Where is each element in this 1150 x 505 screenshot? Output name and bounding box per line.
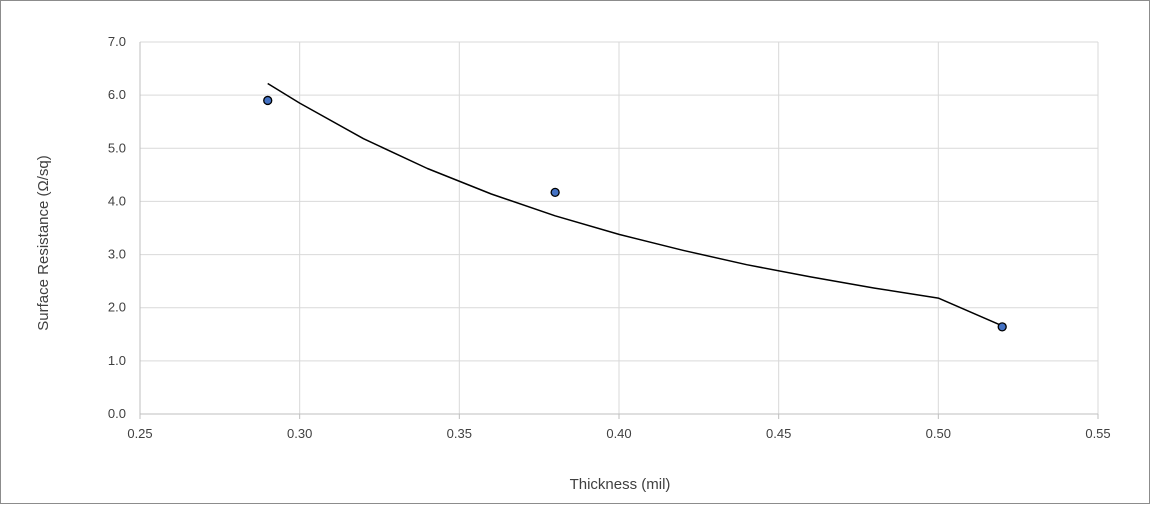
y-tick-label: 7.0 [108,34,126,49]
y-axis-title: Surface Resistance (Ω/sq) [35,155,52,330]
data-points [263,95,1007,332]
y-tick-label: 0.0 [108,406,126,421]
x-tick-label: 0.40 [606,426,631,441]
trendline [267,82,1003,327]
tick-labels: 0.0 1.0 2.0 3.0 4.0 5.0 6.0 7.0 0.25 0.30 0.35 0.40… [108,34,1111,441]
y-tick-label: 4.0 [108,193,126,208]
data-point [997,322,1007,332]
y-tick-label: 1.0 [108,353,126,368]
x-tick-label: 0.55 [1085,426,1110,441]
trendline-group [267,82,1003,327]
data-point [263,95,273,106]
y-tick-label: 5.0 [108,140,126,155]
y-tick-label: 6.0 [108,87,126,102]
axes [139,42,1099,419]
x-tick-label: 0.30 [287,426,312,441]
y-tick-label: 3.0 [108,247,126,262]
x-tick-label: 0.25 [127,426,152,441]
x-tick-label: 0.35 [447,426,472,441]
grid-lines [140,41,1099,414]
y-tick-label: 2.0 [108,300,126,315]
x-axis-title: Thickness (mil) [570,476,671,493]
x-tick-label: 0.45 [766,426,791,441]
data-point [550,187,560,198]
x-tick-label: 0.50 [926,426,951,441]
